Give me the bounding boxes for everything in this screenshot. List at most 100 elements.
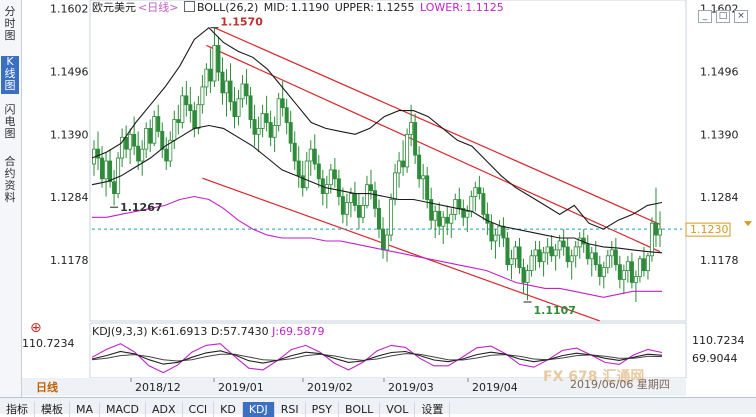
- candle-body: [184, 95, 189, 106]
- candle-body: [417, 154, 422, 180]
- candle-body: [637, 258, 642, 277]
- y-tick-label-right: 1.1496: [700, 66, 739, 79]
- candle-body: [413, 122, 418, 156]
- candle-body: [368, 184, 373, 192]
- y-tick-label-left: 1.1496: [50, 66, 89, 79]
- y-tick-label-right: 1.1390: [700, 128, 739, 141]
- kdj-d-line: [91, 353, 663, 362]
- candle-body: [461, 207, 466, 218]
- candle-body: [124, 136, 129, 150]
- minimize-icon[interactable]: _: [698, 10, 712, 23]
- x-tick-label: 2018/12: [135, 381, 181, 394]
- tab-macd[interactable]: MACD: [100, 402, 146, 417]
- candle-body: [136, 145, 141, 162]
- tab-kdj[interactable]: KDJ: [242, 402, 275, 417]
- candle-body: [352, 193, 357, 206]
- candle-body: [216, 45, 221, 73]
- tab-vol[interactable]: VOL: [380, 402, 416, 417]
- symbol-name: 欧元美元: [92, 1, 136, 14]
- candle-body: [509, 258, 514, 266]
- candle-body: [116, 157, 121, 194]
- candle-body: [633, 276, 638, 283]
- candle-body: [397, 160, 402, 174]
- candle-body: [377, 207, 382, 230]
- tab-ma[interactable]: MA: [70, 402, 101, 417]
- candle-body: [112, 181, 117, 194]
- indicator-legend: 欧元美元 <日线> BOLL(26,2) MID: 1.1190 UPPER: 1.1…: [92, 0, 506, 16]
- tab-settings[interactable]: 设置: [415, 402, 451, 417]
- candles: [92, 27, 662, 303]
- candle-body: [597, 264, 602, 277]
- candle-body: [437, 210, 442, 227]
- chart-canvas: 1.1602 1.1496 1.1390 1.1284 1.1178 1.1602 1.1…: [22, 0, 752, 396]
- maximize-icon[interactable]: □: [716, 10, 730, 23]
- candle-body: [200, 86, 205, 106]
- tab-psy[interactable]: PSY: [306, 402, 339, 417]
- kdj-label: KDJ(9,3,3): [92, 325, 148, 338]
- candle-body: [284, 107, 289, 123]
- tab-kline[interactable]: K线图: [1, 56, 19, 94]
- candle-body: [453, 199, 458, 215]
- candle-body: [613, 249, 618, 266]
- candle-body: [264, 113, 269, 123]
- period-label[interactable]: 日线: [36, 380, 58, 394]
- candle-body: [208, 68, 213, 82]
- channel-line: [214, 27, 661, 225]
- candle-body: [477, 187, 482, 194]
- candle-body: [356, 205, 361, 218]
- kdj-lines: [91, 343, 663, 374]
- current-price-box: [685, 222, 731, 237]
- candle-body: [324, 184, 329, 194]
- tab-flash[interactable]: 闪电图: [4, 103, 16, 140]
- candle-body: [96, 148, 101, 159]
- y-axis-left: 1.1602 1.1496 1.1390 1.1284 1.1178: [50, 3, 89, 267]
- tab-kd[interactable]: KD: [214, 402, 243, 417]
- candle-body: [589, 252, 594, 260]
- price-channel: [92, 27, 682, 322]
- annotation-label: 1.1570: [220, 16, 263, 29]
- candle-body: [565, 246, 570, 263]
- candle-body: [493, 234, 498, 242]
- candle-body: [525, 270, 530, 283]
- candle-body: [385, 234, 390, 251]
- kdj-j-value: 69.5879: [279, 325, 325, 338]
- x-tick-label: 2019/03: [388, 381, 434, 394]
- candle-body: [292, 142, 297, 162]
- candle-body: [336, 178, 341, 197]
- kdj-k-label: K:: [151, 325, 162, 338]
- bottom-tab-bar: 指标 模板 MA MACD ADX CCI KD KDJ RSI PSY BOLL VOL 设置: [0, 397, 756, 417]
- tab-adx[interactable]: ADX: [146, 402, 183, 417]
- candle-body: [549, 246, 554, 257]
- tab-template[interactable]: 模板: [35, 402, 70, 417]
- candle-body: [160, 130, 165, 150]
- candle-body: [641, 258, 646, 272]
- candle-body: [517, 246, 522, 269]
- tab-rsi[interactable]: RSI: [275, 402, 306, 417]
- mid-value: 1.1190: [290, 1, 330, 14]
- candle-body: [372, 190, 377, 209]
- candle-body: [573, 246, 578, 257]
- tab-indicator[interactable]: 指标: [0, 402, 35, 417]
- boll-toggle-icon[interactable]: [183, 1, 195, 12]
- candle-body: [457, 199, 462, 209]
- tab-boll[interactable]: BOLL: [339, 402, 381, 417]
- candle-body: [605, 255, 610, 269]
- kdj-d-value: 57.7430: [223, 325, 269, 338]
- window-controls: _ □ ×: [694, 3, 748, 23]
- tab-cci[interactable]: CCI: [183, 402, 215, 417]
- candle-body: [513, 246, 518, 260]
- tab-contract-info[interactable]: 合约资料: [4, 155, 16, 204]
- close-icon[interactable]: ×: [734, 10, 748, 23]
- candle-body: [541, 252, 546, 263]
- tab-timeshare[interactable]: 分时图: [4, 5, 16, 42]
- candle-body: [485, 213, 490, 224]
- annotations: 1.1570 1.1267 1.1107 1.1230: [110, 16, 752, 317]
- candle-body: [601, 267, 606, 277]
- candle-body: [593, 252, 598, 266]
- candle-body: [212, 45, 217, 82]
- candle-body: [649, 222, 654, 257]
- candle-body: [553, 249, 558, 257]
- candle-body: [312, 148, 317, 165]
- watermark-logo: FX 678 汇通网: [543, 369, 645, 385]
- x-tick-label: 2019/02: [307, 381, 353, 394]
